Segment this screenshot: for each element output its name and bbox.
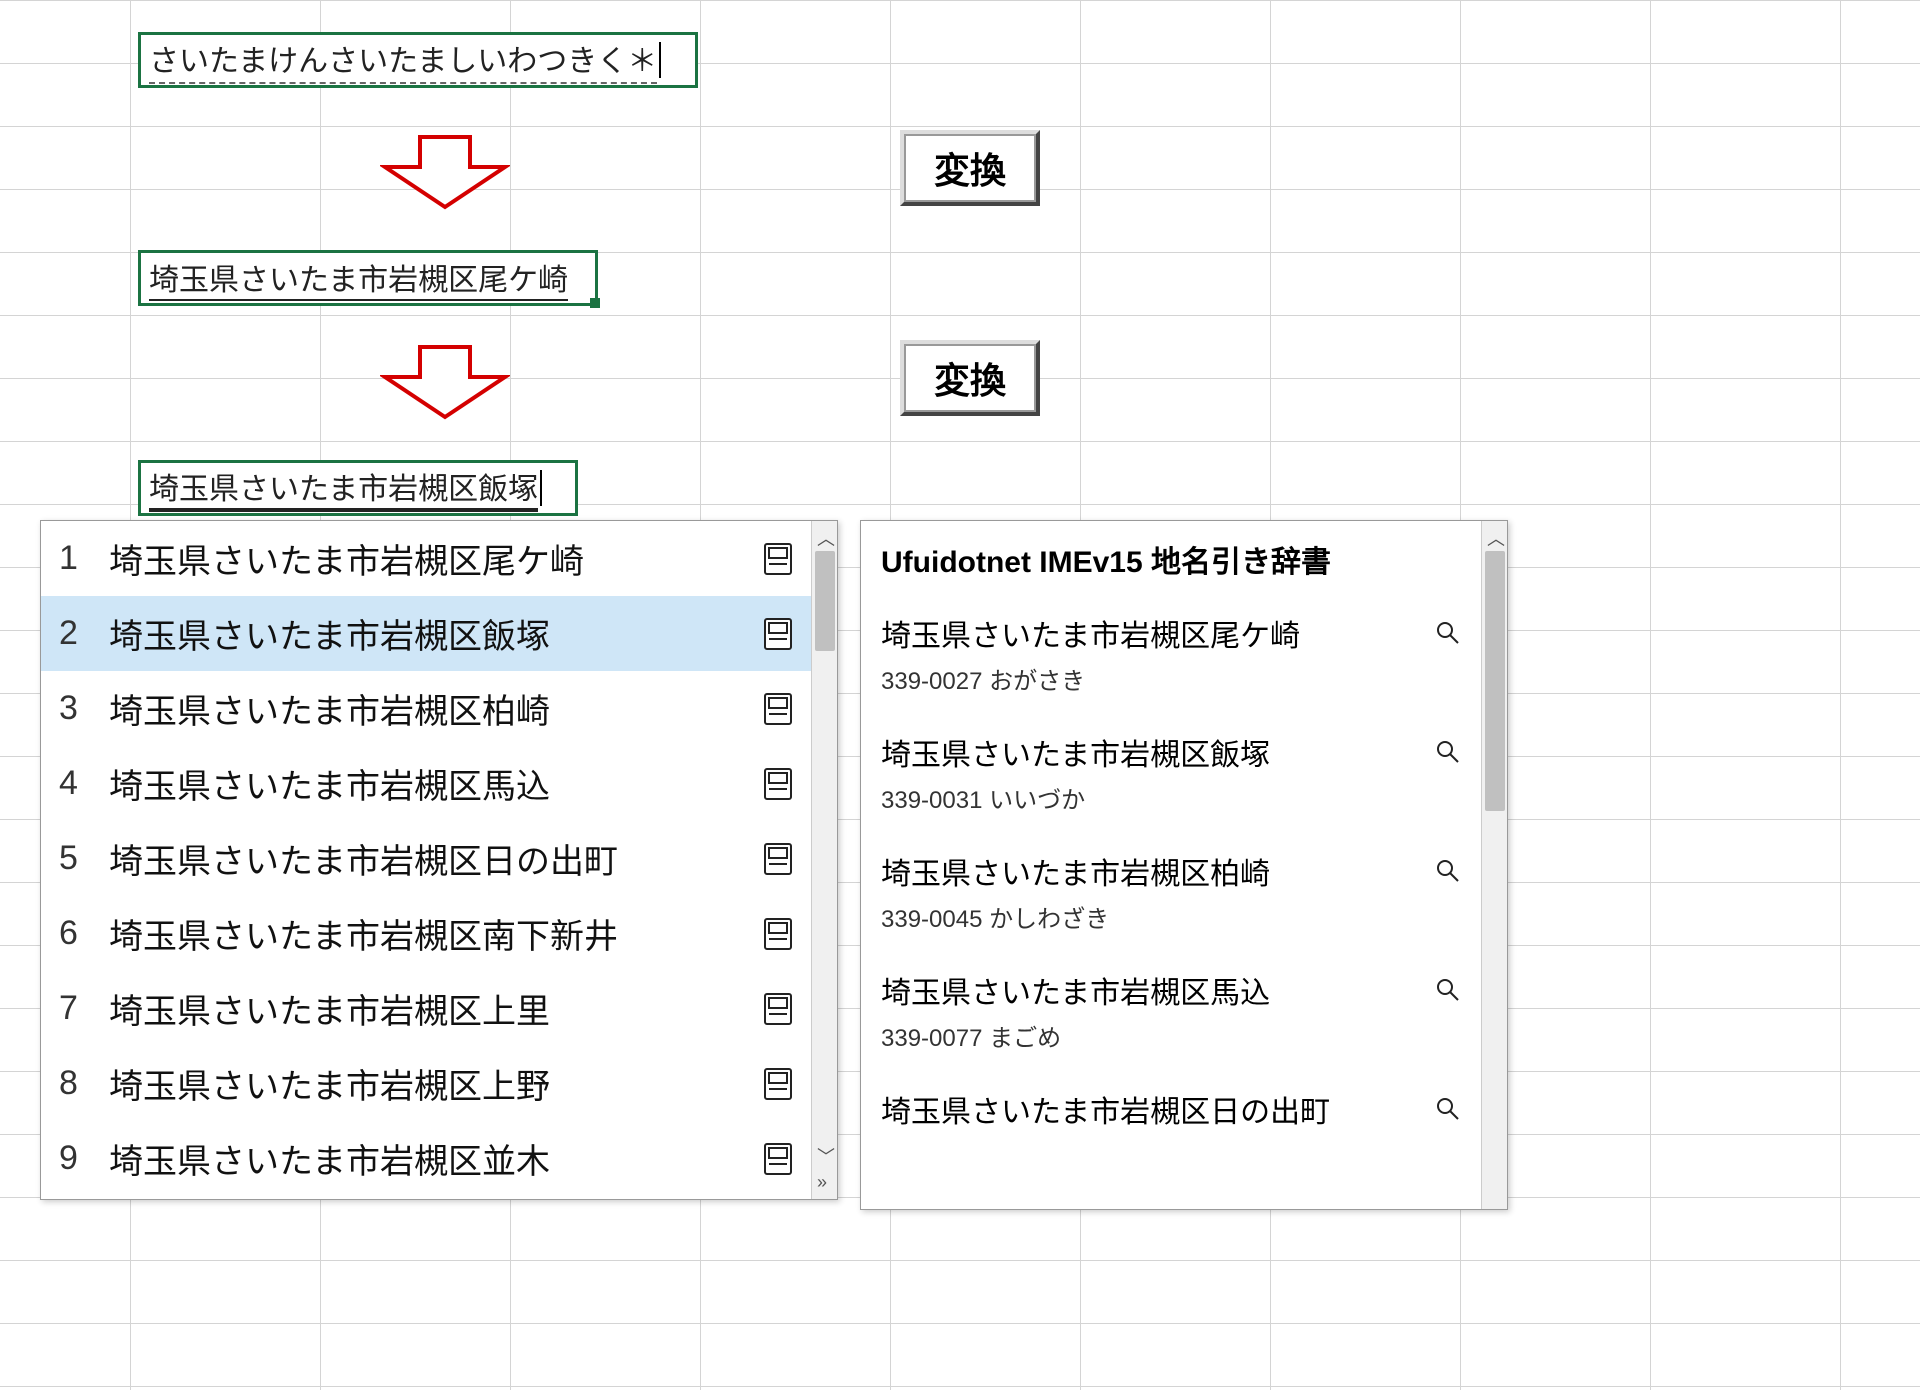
dictionary-icon <box>763 767 793 801</box>
ime-candidate-panel: 1 埼玉県さいたま市岩槻区尾ケ崎 2 埼玉県さいたま市岩槻区飯塚 3 埼玉県さい… <box>40 520 838 1200</box>
dictionary-entry[interactable]: 埼玉県さいたま市岩槻区柏崎 339-0045 かしわざき <box>881 849 1461 934</box>
candidate-text: 埼玉県さいたま市岩槻区並木 <box>109 1134 753 1183</box>
candidate-text: 埼玉県さいたま市岩槻区上里 <box>109 984 753 1033</box>
dictionary-body: Ufuidotnet IMEv15 地名引き辞書 埼玉県さいたま市岩槻区尾ケ崎 … <box>861 521 1481 1209</box>
search-icon[interactable] <box>1435 977 1461 1003</box>
dictionary-entry[interactable]: 埼玉県さいたま市岩槻区尾ケ崎 339-0027 おがさき <box>881 611 1461 696</box>
candidate-row[interactable]: 2 埼玉県さいたま市岩槻区飯塚 <box>41 596 811 671</box>
expand-icon[interactable]: » <box>817 1172 827 1193</box>
candidate-text: 埼玉県さいたま市岩槻区上野 <box>109 1059 753 1108</box>
candidate-row[interactable]: 5 埼玉県さいたま市岩槻区日の出町 <box>41 821 811 896</box>
dictionary-icon <box>763 692 793 726</box>
candidate-row[interactable]: 6 埼玉県さいたま市岩槻区南下新井 <box>41 896 811 971</box>
candidate-number: 4 <box>59 764 109 803</box>
candidate-text: 埼玉県さいたま市岩槻区柏崎 <box>109 684 753 733</box>
dictionary-entry-name: 埼玉県さいたま市岩槻区飯塚 <box>881 730 1270 774</box>
candidate-text: 埼玉県さいたま市岩槻区日の出町 <box>109 834 753 883</box>
cell-input-2-text: 埼玉県さいたま市岩槻区尾ケ崎 <box>149 255 568 301</box>
candidate-number: 9 <box>59 1139 109 1178</box>
dictionary-entry-name: 埼玉県さいたま市岩槻区尾ケ崎 <box>881 611 1300 655</box>
candidate-number: 5 <box>59 839 109 878</box>
dictionary-entry-name: 埼玉県さいたま市岩槻区馬込 <box>881 968 1270 1012</box>
ime-dictionary-panel: Ufuidotnet IMEv15 地名引き辞書 埼玉県さいたま市岩槻区尾ケ崎 … <box>860 520 1508 1210</box>
henkan-key-1[interactable]: 変換 <box>900 130 1040 206</box>
dictionary-entry-name: 埼玉県さいたま市岩槻区柏崎 <box>881 849 1270 893</box>
dictionary-icon <box>763 917 793 951</box>
down-arrow-icon <box>380 342 510 422</box>
henkan-key-2-label: 変換 <box>934 360 1006 401</box>
text-cursor <box>540 470 542 506</box>
dictionary-icon <box>763 617 793 651</box>
dictionary-scrollbar[interactable]: ︿ <box>1481 521 1507 1209</box>
dictionary-entry-name: 埼玉県さいたま市岩槻区日の出町 <box>881 1087 1330 1131</box>
dictionary-entry-sub: 339-0027 おがさき <box>881 661 1461 696</box>
henkan-key-1-label: 変換 <box>934 150 1006 191</box>
scrollbar-thumb[interactable] <box>815 551 835 651</box>
candidate-number: 7 <box>59 989 109 1028</box>
dictionary-entry[interactable]: 埼玉県さいたま市岩槻区飯塚 339-0031 いいづか <box>881 730 1461 815</box>
dictionary-entry-sub: 339-0045 かしわざき <box>881 899 1461 934</box>
scroll-up-icon[interactable]: ︿ <box>817 525 835 551</box>
candidate-row[interactable]: 4 埼玉県さいたま市岩槻区馬込 <box>41 746 811 821</box>
candidate-row[interactable]: 3 埼玉県さいたま市岩槻区柏崎 <box>41 671 811 746</box>
scrollbar-thumb[interactable] <box>1485 551 1505 811</box>
cell-input-3-text: 埼玉県さいたま市岩槻区飯塚 <box>149 464 538 512</box>
cell-input-1-text: さいたまけんさいたましいわつきく＊ <box>149 36 657 84</box>
candidate-number: 3 <box>59 689 109 728</box>
search-icon[interactable] <box>1435 858 1461 884</box>
candidate-number: 1 <box>59 539 109 578</box>
dictionary-title: Ufuidotnet IMEv15 地名引き辞書 <box>881 537 1461 581</box>
candidate-row[interactable]: 7 埼玉県さいたま市岩槻区上里 <box>41 971 811 1046</box>
dictionary-entry-sub: 339-0031 いいづか <box>881 780 1461 815</box>
candidate-text: 埼玉県さいたま市岩槻区尾ケ崎 <box>109 534 753 583</box>
candidate-row[interactable]: 9 埼玉県さいたま市岩槻区並木 <box>41 1121 811 1196</box>
henkan-key-2[interactable]: 変換 <box>900 340 1040 416</box>
scroll-down-icon[interactable]: ﹀ <box>817 1143 835 1169</box>
cell-input-2[interactable]: 埼玉県さいたま市岩槻区尾ケ崎 <box>138 250 598 306</box>
candidate-number: 6 <box>59 914 109 953</box>
text-cursor <box>659 42 661 78</box>
search-icon[interactable] <box>1435 739 1461 765</box>
candidate-list: 1 埼玉県さいたま市岩槻区尾ケ崎 2 埼玉県さいたま市岩槻区飯塚 3 埼玉県さい… <box>41 521 811 1199</box>
candidate-row[interactable]: 1 埼玉県さいたま市岩槻区尾ケ崎 <box>41 521 811 596</box>
candidate-number: 8 <box>59 1064 109 1103</box>
candidate-text: 埼玉県さいたま市岩槻区馬込 <box>109 759 753 808</box>
scroll-up-icon[interactable]: ︿ <box>1487 525 1505 551</box>
dictionary-icon <box>763 542 793 576</box>
dictionary-entry[interactable]: 埼玉県さいたま市岩槻区日の出町 <box>881 1087 1461 1131</box>
dictionary-entry[interactable]: 埼玉県さいたま市岩槻区馬込 339-0077 まごめ <box>881 968 1461 1053</box>
dictionary-icon <box>763 1142 793 1176</box>
dictionary-icon <box>763 842 793 876</box>
dictionary-entry-sub: 339-0077 まごめ <box>881 1018 1461 1053</box>
candidate-scrollbar[interactable]: ︿ ﹀ » <box>811 521 837 1199</box>
candidate-text: 埼玉県さいたま市岩槻区飯塚 <box>109 609 753 658</box>
fill-handle[interactable] <box>590 298 600 308</box>
cell-input-1[interactable]: さいたまけんさいたましいわつきく＊ <box>138 32 698 88</box>
dictionary-icon <box>763 1067 793 1101</box>
down-arrow-icon <box>380 132 510 212</box>
candidate-row[interactable]: 8 埼玉県さいたま市岩槻区上野 <box>41 1046 811 1121</box>
candidate-text: 埼玉県さいたま市岩槻区南下新井 <box>109 909 753 958</box>
candidate-number: 2 <box>59 614 109 653</box>
search-icon[interactable] <box>1435 620 1461 646</box>
cell-input-3[interactable]: 埼玉県さいたま市岩槻区飯塚 <box>138 460 578 516</box>
dictionary-icon <box>763 992 793 1026</box>
search-icon[interactable] <box>1435 1096 1461 1122</box>
